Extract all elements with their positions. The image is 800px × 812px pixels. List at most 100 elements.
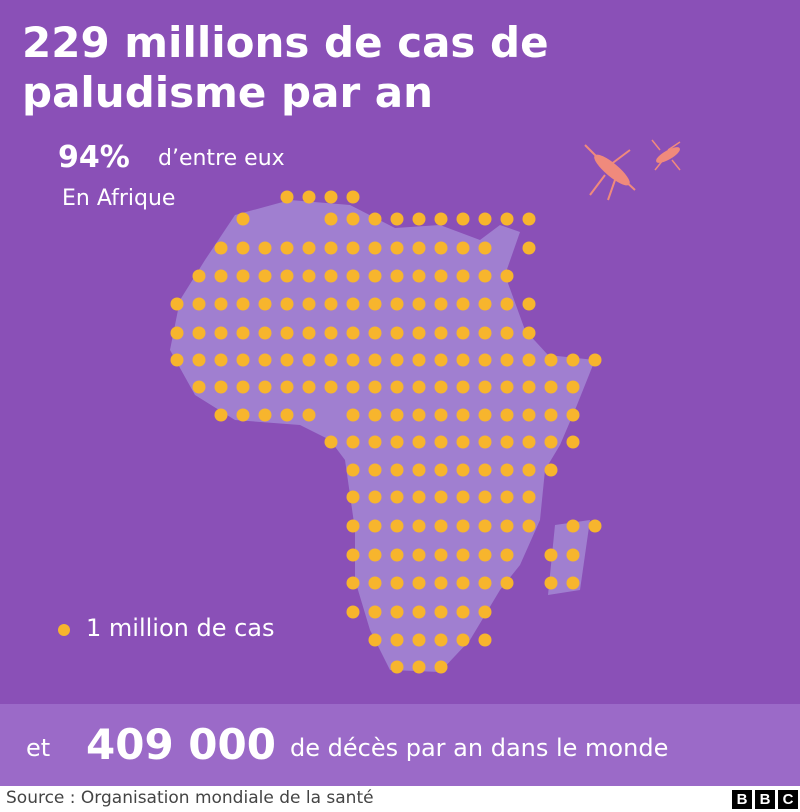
case-dot [302, 297, 316, 311]
case-dot [588, 353, 602, 367]
case-dot [192, 326, 206, 340]
case-dot [390, 241, 404, 255]
case-dot [346, 490, 360, 504]
case-dot [478, 633, 492, 647]
case-dot [456, 605, 470, 619]
case-dot [456, 519, 470, 533]
case-dot [500, 463, 514, 477]
case-dot [346, 605, 360, 619]
case-dot [368, 633, 382, 647]
logo-letter: B [732, 790, 752, 809]
case-dot [258, 353, 272, 367]
africa-map [58, 139, 681, 674]
case-dot [390, 212, 404, 226]
case-dot [544, 463, 558, 477]
case-dot [456, 241, 470, 255]
case-dot [434, 212, 448, 226]
case-dot [170, 326, 184, 340]
source-bar: Source : Organisation mondiale de la san… [0, 786, 800, 812]
case-dot [390, 633, 404, 647]
case-dot [368, 576, 382, 590]
case-dot [412, 297, 426, 311]
case-dot [456, 548, 470, 562]
case-dot [258, 297, 272, 311]
case-dot [412, 353, 426, 367]
case-dot [324, 326, 338, 340]
case-dot [412, 548, 426, 562]
case-dot [192, 380, 206, 394]
case-dot [500, 269, 514, 283]
case-dot [566, 548, 580, 562]
case-dot [566, 576, 580, 590]
case-dot [368, 326, 382, 340]
case-dot [478, 576, 492, 590]
case-dot [456, 353, 470, 367]
case-dot [346, 576, 360, 590]
case-dot [346, 519, 360, 533]
case-dot [434, 490, 448, 504]
case-dot [346, 297, 360, 311]
case-dot [478, 353, 492, 367]
footer-band: et 409 000 de décès par an dans le monde [0, 704, 800, 786]
case-dot [500, 490, 514, 504]
case-dot [434, 605, 448, 619]
title-line: 229 millions de cas de [22, 18, 549, 67]
case-dot [544, 408, 558, 422]
case-dot [214, 353, 228, 367]
case-dot [522, 463, 536, 477]
case-dot [478, 326, 492, 340]
case-dot [478, 241, 492, 255]
case-dot [500, 212, 514, 226]
case-dot [412, 435, 426, 449]
case-dot [170, 297, 184, 311]
case-dot [280, 190, 294, 204]
case-dot [170, 353, 184, 367]
case-dot [456, 269, 470, 283]
case-dot [236, 408, 250, 422]
case-dot [412, 241, 426, 255]
case-dot [324, 241, 338, 255]
case-dot [192, 297, 206, 311]
case-dot [500, 408, 514, 422]
case-dot [390, 326, 404, 340]
case-dot [368, 605, 382, 619]
case-dot [346, 463, 360, 477]
case-dot [500, 353, 514, 367]
case-dot [434, 519, 448, 533]
case-dot [544, 548, 558, 562]
case-dot [280, 380, 294, 394]
case-dot [566, 380, 580, 394]
case-dot [412, 605, 426, 619]
case-dot [434, 408, 448, 422]
case-dot [456, 576, 470, 590]
case-dot [324, 212, 338, 226]
case-dot [412, 633, 426, 647]
case-dot [478, 435, 492, 449]
case-dot [478, 490, 492, 504]
case-dot [280, 408, 294, 422]
case-dot [434, 463, 448, 477]
case-dot [478, 408, 492, 422]
case-dot [236, 380, 250, 394]
case-dot [346, 380, 360, 394]
legend-label: 1 million de cas [86, 614, 275, 642]
case-dot [214, 326, 228, 340]
case-dot [412, 212, 426, 226]
case-dot [280, 241, 294, 255]
mosquitoes [584, 139, 681, 201]
case-dot [434, 576, 448, 590]
case-dot [522, 435, 536, 449]
case-dot [522, 353, 536, 367]
case-dot [390, 576, 404, 590]
case-dot [346, 241, 360, 255]
case-dot [258, 241, 272, 255]
footer-prefix: et [26, 734, 51, 762]
case-dot [500, 435, 514, 449]
case-dot [544, 435, 558, 449]
case-dot [280, 353, 294, 367]
case-dot [346, 326, 360, 340]
case-dot [236, 212, 250, 226]
case-dot [214, 269, 228, 283]
case-dot [456, 297, 470, 311]
title: 229 millions de cas de paludisme par an [22, 18, 549, 118]
